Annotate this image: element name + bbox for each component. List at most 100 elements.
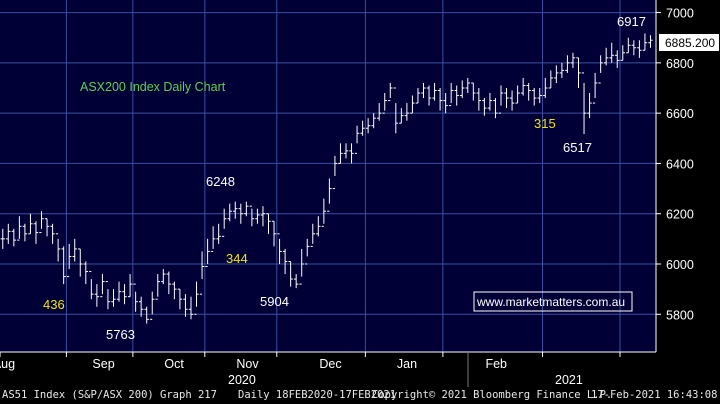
x-tick-label: Oct: [164, 357, 184, 371]
ohlc-bar: [509, 90, 515, 111]
ohlc-bar: [260, 206, 266, 227]
ohlc-bar: [437, 88, 443, 111]
ohlc-bar: [626, 37, 631, 54]
x-tick-label: Aug: [0, 357, 15, 371]
y-tick-label: 7000: [666, 7, 694, 21]
ohlc-bar: [305, 238, 310, 265]
ohlc-bar: [61, 246, 66, 285]
ohlc-bar: [349, 143, 354, 164]
ohlc-bar: [421, 82, 426, 99]
trough-label-5763: 5763: [106, 327, 135, 342]
ohlc-bar: [266, 213, 271, 234]
y-tick-label: 6000: [666, 258, 694, 272]
ohlc-bar: [299, 248, 304, 285]
ohlc-chart: 5800 6000 6200 6400 6600 6800 7000 Aug Sep Oct No…: [0, 0, 720, 387]
ohlc-bar: [238, 203, 244, 224]
ohlc-bar: [410, 95, 415, 114]
peak-label-6917: 6917: [617, 14, 646, 29]
ohlc-bar: [22, 223, 28, 242]
plot-background: [0, 0, 656, 352]
ohlc-bar: [548, 70, 554, 89]
ohlc-bar: [327, 178, 332, 212]
ohlc-bar: [17, 216, 22, 241]
ohlc-bar: [448, 82, 454, 107]
ohlc-bar: [399, 108, 404, 124]
ohlc-bar: [133, 283, 138, 312]
ohlc-bar: [6, 223, 11, 244]
ohlc-bar: [426, 85, 432, 106]
ohlc-bar: [183, 294, 188, 317]
ohlc-bar: [138, 296, 144, 317]
ohlc-bar: [532, 88, 537, 106]
y-tick-label: 6400: [666, 157, 694, 171]
ohlc-bar: [222, 208, 227, 237]
footer-timestamp: 17-Feb-2021 16:43:08: [591, 389, 718, 401]
ohlc-bar: [343, 143, 349, 159]
ohlc-bar: [28, 213, 33, 235]
move-label-344: 344: [226, 251, 248, 266]
ohlc-bar: [105, 281, 111, 310]
ohlc-bar: [172, 281, 177, 300]
ohlc-bar: [244, 201, 249, 217]
move-label-436: 436: [43, 297, 65, 312]
ohlc-bar: [111, 289, 116, 307]
ohlc-bar: [482, 98, 487, 116]
current-price-label: 6885.200: [665, 36, 715, 50]
current-price-box: [659, 34, 719, 51]
ohlc-bar: [487, 93, 493, 111]
ohlc-bar: [33, 221, 39, 244]
ohlc-bar: [620, 45, 625, 61]
ohlc-bar: [526, 82, 531, 101]
ohlc-bar: [161, 269, 166, 285]
ohlc-bar: [404, 103, 410, 121]
ohlc-bar: [648, 35, 653, 48]
price-bars: [0, 33, 653, 324]
footer-bar: AS51 Index (S&P/ASX 200) Graph 217 Daily…: [0, 387, 720, 404]
ohlc-bar: [377, 103, 382, 121]
ohlc-bar: [271, 220, 277, 247]
x-tick-label: Sep: [92, 357, 114, 371]
ohlc-bar: [565, 55, 570, 73]
ohlc-bar: [321, 198, 327, 227]
x-tick-label: Feb: [485, 357, 507, 371]
footer-period: Daily 18FEB2020-17FEB2021: [238, 389, 397, 401]
ohlc-bar: [570, 52, 576, 68]
ohlc-bar: [443, 93, 448, 114]
ohlc-bar: [177, 288, 183, 310]
ohlc-bar: [543, 77, 548, 99]
ohlc-bar: [249, 205, 255, 227]
ohlc-bar: [277, 233, 282, 264]
ohlc-bar: [537, 88, 542, 104]
ohlc-bar: [587, 93, 592, 119]
footer-ticker: AS51 Index (S&P/ASX 200) Graph 217: [2, 389, 217, 401]
ohlc-bar: [460, 80, 465, 99]
ohlc-bar: [227, 203, 232, 222]
ohlc-bar: [354, 125, 360, 154]
ohlc-bar: [615, 50, 620, 68]
ohlc-bar: [592, 72, 598, 104]
ohlc-bar: [166, 271, 172, 295]
ohlc-bar: [493, 98, 498, 119]
chart-title: ASX200 Index Daily Chart: [80, 80, 226, 94]
x-tick-label: Nov: [236, 357, 259, 371]
ohlc-bar: [255, 208, 260, 224]
ohlc-bar: [116, 281, 122, 302]
ohlc-bar: [11, 228, 17, 247]
footer-copyright: Copyright© 2021 Bloomberg Finance L.P.: [372, 389, 613, 401]
ohlc-bar: [498, 85, 504, 114]
ohlc-bar: [310, 223, 315, 247]
ohlc-bar: [233, 201, 238, 219]
y-tick-label: 5800: [666, 308, 694, 322]
ohlc-bar: [205, 238, 210, 268]
year-label-2020: 2020: [228, 373, 256, 387]
x-tick-label: Jan: [397, 357, 417, 371]
ohlc-bar: [471, 82, 476, 101]
y-tick-label: 6800: [666, 57, 694, 71]
ohlc-bar: [415, 88, 421, 104]
trough-label-6517: 6517: [563, 140, 592, 155]
ohlc-bar: [288, 260, 293, 287]
ohlc-bar: [144, 306, 149, 324]
ohlc-bar: [100, 274, 105, 298]
ohlc-bar: [0, 228, 5, 249]
ohlc-bar: [382, 93, 387, 114]
